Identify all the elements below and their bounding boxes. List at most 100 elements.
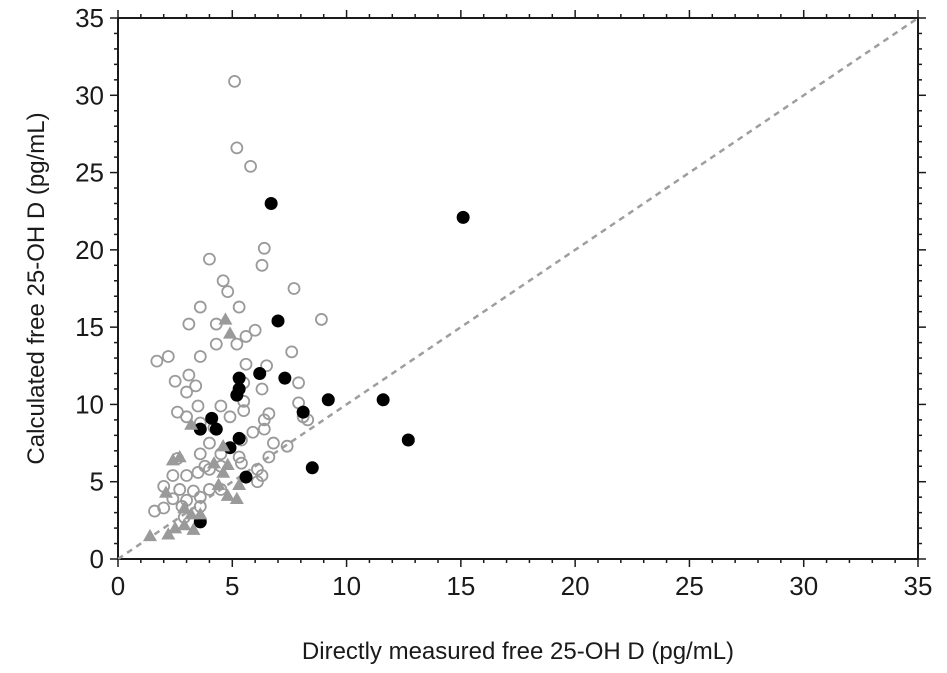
open-circle-point: [193, 350, 207, 363]
open-circle-point: [193, 300, 207, 314]
triangle-point: [184, 417, 199, 430]
open-circle-point: [191, 466, 205, 479]
open-circle-point: [182, 317, 196, 331]
x-tick-label: 25: [675, 571, 704, 601]
open-circle-point: [182, 368, 196, 382]
open-circle-point: [193, 490, 207, 504]
open-circle-point: [248, 323, 262, 337]
open-circle-point: [232, 450, 246, 464]
triangle-point: [229, 491, 244, 504]
open-circle-point: [203, 462, 216, 476]
filled-circle-point: [271, 314, 285, 328]
open-circle-point: [180, 410, 193, 424]
filled-circle-point: [321, 393, 335, 407]
open-circle-point: [189, 379, 203, 393]
open-circle-point: [180, 385, 193, 399]
triangle-point: [177, 517, 192, 531]
x-tick-label: 30: [789, 571, 818, 601]
open-circle-point: [257, 241, 271, 255]
triangle-point: [165, 453, 180, 466]
open-circle-point: [262, 450, 276, 464]
open-circle-point: [228, 74, 241, 88]
x-tick-label: 35: [904, 571, 933, 601]
open-circle-point: [223, 410, 237, 424]
open-circle-point: [239, 357, 253, 371]
filled-circle-point: [232, 371, 246, 385]
triangle-point: [220, 457, 235, 470]
triangle-point: [184, 507, 199, 520]
open-circle-point: [251, 475, 264, 489]
open-circle-point: [246, 425, 260, 439]
y-tick-label: 30: [75, 80, 104, 110]
open-circle-point: [221, 285, 235, 298]
y-tick-label: 35: [75, 3, 104, 33]
triangle-point: [207, 456, 221, 469]
filled-circle-point: [376, 393, 390, 407]
triangle-point: [172, 449, 187, 463]
open-circle-point: [168, 374, 182, 388]
triangle-point: [232, 477, 247, 491]
plot-area-frame: [117, 17, 919, 560]
filled-circle-point: [264, 196, 278, 210]
open-circle-point: [267, 436, 280, 450]
open-circle-point: [257, 413, 271, 427]
filled-circle-point: [193, 422, 207, 436]
triangle-point: [168, 521, 183, 534]
triangle-point: [220, 488, 235, 501]
open-circle-point: [260, 359, 273, 373]
filled-circle-point: [456, 210, 470, 224]
y-axis-label: Calculated free 25-OH D (pg/mL): [23, 112, 50, 464]
x-tick-label: 5: [225, 571, 239, 601]
open-circle-point: [257, 422, 271, 436]
open-circle-point: [203, 252, 216, 266]
open-circle-point: [255, 382, 269, 396]
open-circle-point: [148, 504, 161, 518]
triangle-point: [216, 439, 231, 452]
triangle-point: [159, 485, 173, 498]
triangle-point: [218, 312, 233, 325]
open-circle-point: [244, 159, 257, 173]
open-circle-point: [180, 469, 193, 482]
triangle-point: [161, 527, 176, 540]
filled-circle-point: [209, 422, 223, 436]
filled-circle-point: [205, 411, 219, 425]
y-tick-label: 25: [75, 158, 104, 188]
triangle-point: [223, 326, 237, 339]
open-circle-point: [193, 447, 207, 461]
filled-circle-point: [401, 433, 415, 447]
filled-circle-point: [253, 367, 267, 381]
triangle-point: [211, 477, 226, 491]
open-circle-point: [173, 483, 187, 496]
open-circle-point: [191, 399, 205, 413]
y-tick-label: 0: [90, 544, 104, 574]
open-circle-point: [209, 337, 223, 351]
open-circle-point: [232, 300, 246, 314]
y-tick-label: 5: [90, 467, 104, 497]
triangle-point: [193, 507, 208, 520]
filled-circle-point: [278, 371, 292, 385]
y-tick-label: 15: [75, 312, 104, 342]
triangle-point: [177, 500, 192, 514]
filled-circle-point: [230, 388, 244, 402]
open-circle-point: [230, 141, 244, 155]
triangle-point: [143, 528, 157, 542]
y-tick-label: 10: [75, 389, 104, 419]
open-circle-point: [161, 350, 175, 363]
open-circle-point: [255, 258, 269, 272]
identity-reference-line: [117, 16, 919, 561]
open-circle-point: [235, 456, 248, 470]
open-circle-point: [239, 330, 253, 343]
x-tick-label: 15: [446, 571, 475, 601]
open-circle-point: [216, 274, 230, 288]
open-circle-point: [230, 337, 244, 351]
filled-circle-point: [296, 405, 310, 419]
open-circle-point: [285, 345, 299, 359]
open-circle-point: [287, 282, 301, 295]
open-circle-point: [203, 436, 216, 450]
x-tick-label: 20: [561, 571, 590, 601]
triangle-point: [216, 465, 231, 478]
filled-circle-point: [239, 470, 253, 484]
filled-circle-point: [305, 461, 319, 475]
